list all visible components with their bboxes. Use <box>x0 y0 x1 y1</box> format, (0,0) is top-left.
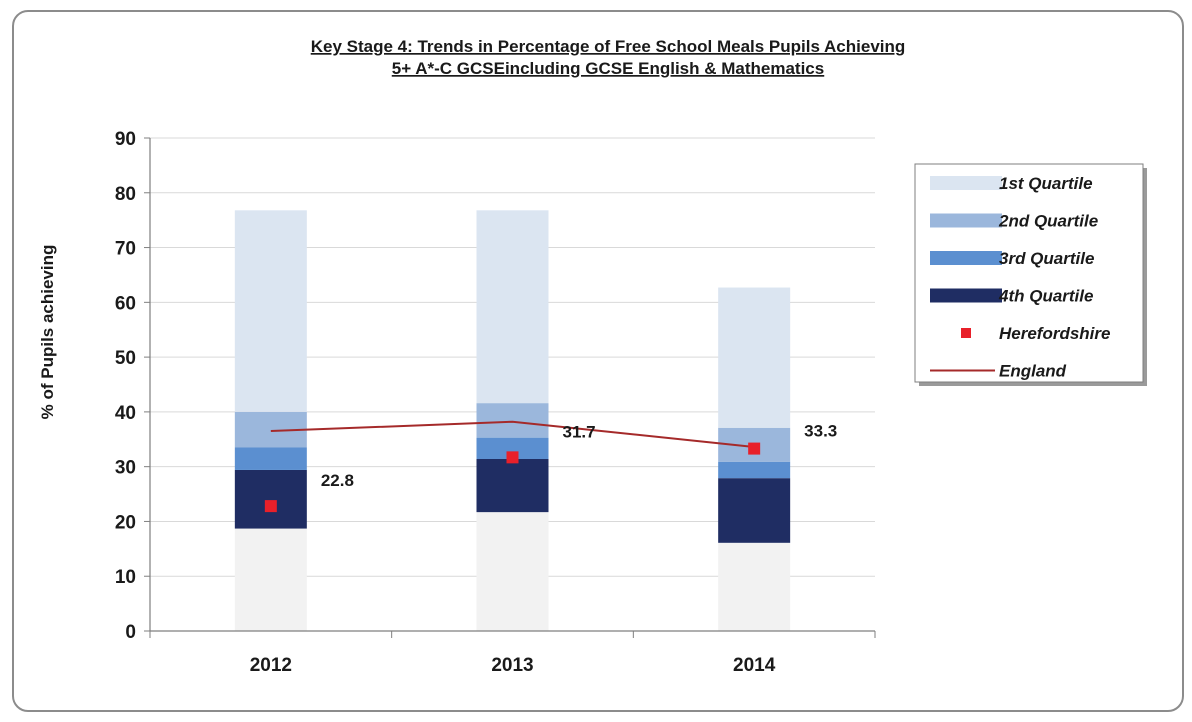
bar-1st-quartile-2013 <box>476 210 549 404</box>
england-line <box>270 420 755 448</box>
herefordshire-marker-2013 <box>506 451 519 464</box>
x-tick-label-2014: 2014 <box>733 655 776 676</box>
y-axis-title: % of Pupils achieving <box>38 245 57 420</box>
y-tick-label-10: 10 <box>115 567 136 588</box>
y-tick-label-30: 30 <box>115 458 136 479</box>
bar-4th-quartile-2014 <box>718 478 791 543</box>
england-line-path <box>270 420 755 448</box>
legend-swatch-3rd-quartile <box>930 251 1002 265</box>
bar-base-2013 <box>476 512 549 631</box>
bar-4th-quartile-2012 <box>234 469 307 529</box>
y-tick-label-80: 80 <box>115 184 136 205</box>
y-tick-label-40: 40 <box>115 403 136 424</box>
bar-base-2014 <box>718 542 791 631</box>
x-tick-label-2013: 2013 <box>491 655 533 676</box>
bar-3rd-quartile-2012 <box>234 447 307 470</box>
legend-box <box>914 163 1144 383</box>
y-tick-label-0: 0 <box>125 622 136 643</box>
legend-label-3rd-quartile: 3rd Quartile <box>999 249 1094 268</box>
y-tick-label-70: 70 <box>115 239 136 260</box>
herefordshire-marker-2014 <box>748 442 761 455</box>
herefordshire-marker-2012 <box>264 500 277 513</box>
legend-swatch-2nd-quartile <box>930 213 1002 228</box>
bar-1st-quartile-2012 <box>234 210 307 412</box>
legend-swatch-1st-quartile <box>930 176 1002 190</box>
herefordshire-label-2012: 22.8 <box>321 471 354 490</box>
y-tick-label-50: 50 <box>115 348 136 369</box>
chart-title-line-2: 5+ A*-C GCSEincluding GCSE English & Mat… <box>392 59 824 78</box>
herefordshire-label-2014: 33.3 <box>804 422 837 441</box>
legend-label-2nd-quartile: 2nd Quartile <box>998 212 1098 231</box>
legend-label-herefordshire: Herefordshire <box>999 324 1110 343</box>
axes: 0 10 20 30 40 50 60 70 80 90 2012 2013 2014 <box>115 129 876 676</box>
bar-2nd-quartile-2013 <box>476 403 549 438</box>
bar-base-2012 <box>234 528 307 631</box>
chart-title-line-1: Key Stage 4: Trends in Percentage of Fre… <box>311 37 906 56</box>
bar-3rd-quartile-2013 <box>476 437 549 459</box>
legend-swatch-herefordshire <box>961 328 971 338</box>
legend: 1st Quartile 2nd Quartile 3rd Quartile 4th … <box>914 163 1147 386</box>
herefordshire-markers: 22.8 31.7 33.3 <box>264 422 837 513</box>
bar-3rd-quartile-2014 <box>718 461 791 479</box>
legend-label-1st-quartile: 1st Quartile <box>999 174 1093 193</box>
bars <box>234 210 791 631</box>
chart-title: Key Stage 4: Trends in Percentage of Fre… <box>311 37 906 78</box>
herefordshire-label-2013: 31.7 <box>563 422 596 441</box>
legend-label-4th-quartile: 4th Quartile <box>998 287 1093 306</box>
y-tick-label-60: 60 <box>115 293 136 314</box>
x-tick-label-2012: 2012 <box>250 655 292 676</box>
bar-1st-quartile-2014 <box>718 287 791 428</box>
legend-label-england: England <box>999 362 1067 381</box>
legend-swatch-4th-quartile <box>930 288 1002 303</box>
bar-4th-quartile-2013 <box>476 458 549 513</box>
y-tick-label-90: 90 <box>115 129 136 150</box>
y-tick-label-20: 20 <box>115 512 136 533</box>
